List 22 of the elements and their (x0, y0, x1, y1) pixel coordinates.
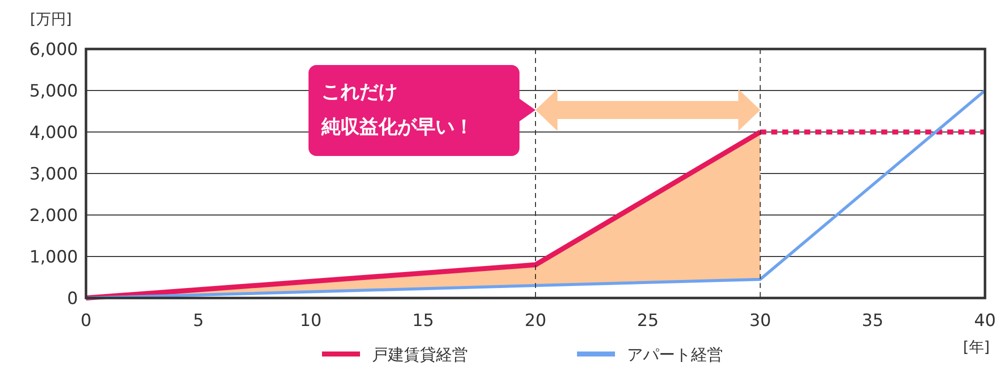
y-tick-label: 2,000 (29, 206, 78, 226)
x-tick-label: 10 (300, 311, 322, 331)
x-tick-label: 0 (80, 311, 92, 331)
y-tick-label: 3,000 (29, 164, 78, 184)
y-tick-label: 6,000 (29, 40, 78, 60)
x-tick-label: 20 (524, 311, 546, 331)
x-tick-label: 35 (862, 311, 884, 331)
annotation: これだけ (322, 81, 398, 103)
annotation: 純収益化が早い！ (320, 116, 474, 138)
x-tick-label: 5 (192, 311, 204, 331)
x-axis-title: [年] (963, 338, 990, 356)
legend-label: アパート経営 (627, 345, 723, 364)
x-tick-label: 15 (412, 311, 434, 331)
legend-label: 戸建賃貸経営 (372, 345, 468, 364)
x-tick-label: 40 (974, 311, 996, 331)
y-tick-label: 1,000 (29, 248, 78, 268)
y-tick-label: 4,000 (29, 123, 78, 143)
y-tick-label: 5,000 (29, 82, 78, 102)
y-tick-label: 0 (67, 289, 78, 309)
x-tick-label: 25 (637, 311, 659, 331)
x-tick-label: 30 (749, 311, 772, 331)
y-axis-title: [万円] (30, 10, 72, 28)
